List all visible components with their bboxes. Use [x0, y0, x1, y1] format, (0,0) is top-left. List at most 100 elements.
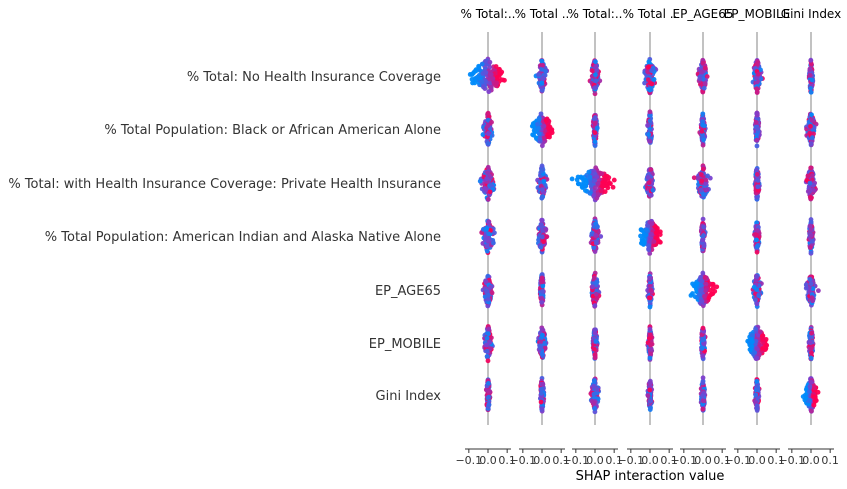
tick-label: −0.1	[670, 454, 697, 467]
data-point	[484, 226, 489, 232]
data-point	[647, 113, 653, 119]
panel-0-5	[750, 58, 765, 95]
data-point	[479, 61, 485, 67]
x-axis-6: −0.10.0 0.1	[778, 448, 839, 467]
data-point	[700, 353, 705, 359]
data-point	[592, 139, 598, 145]
data-point	[484, 335, 490, 341]
data-point	[539, 234, 545, 240]
data-point	[485, 164, 491, 170]
x-axes: −0.10.0 0.1−0.10.0 0.1−0.10.0 0.1−0.10.0 0.1…	[455, 448, 839, 467]
data-point	[807, 194, 813, 200]
data-point	[497, 70, 503, 76]
data-point	[754, 355, 760, 361]
data-point	[538, 244, 544, 250]
data-point	[646, 132, 652, 137]
data-point	[754, 112, 760, 118]
data-point	[760, 336, 765, 342]
data-point	[593, 233, 599, 238]
data-point	[488, 284, 493, 290]
data-point	[492, 230, 497, 236]
data-point	[700, 142, 706, 148]
data-point	[700, 216, 706, 222]
data-point	[473, 68, 479, 74]
data-point	[811, 394, 816, 400]
column-title-6: Gini Index	[781, 7, 841, 21]
data-point	[699, 178, 705, 184]
data-point	[541, 123, 547, 129]
data-point	[538, 224, 544, 229]
tick-label: 0.0	[479, 454, 497, 467]
panel-2-4	[691, 163, 713, 200]
x-axis-label: SHAP interaction value	[576, 469, 725, 484]
data-point	[696, 292, 702, 298]
data-point	[487, 59, 493, 65]
data-point	[701, 243, 707, 249]
data-point	[809, 77, 815, 83]
data-point	[547, 132, 552, 138]
data-point	[539, 163, 545, 169]
panel-4-5	[750, 273, 764, 309]
data-point	[539, 66, 545, 72]
data-point	[587, 190, 593, 196]
data-point	[536, 72, 541, 78]
data-point	[487, 80, 493, 86]
data-point	[486, 89, 492, 95]
data-point	[539, 143, 545, 149]
data-point	[755, 184, 761, 190]
tick-label: 0.1	[821, 454, 839, 467]
data-point	[538, 111, 544, 117]
data-point	[549, 127, 555, 132]
row-label-3: % Total Population: American Indian and …	[45, 230, 441, 245]
data-point	[754, 137, 760, 143]
panel-3-2	[588, 216, 604, 254]
data-point	[808, 165, 814, 171]
data-point	[486, 402, 492, 407]
data-point	[541, 239, 546, 245]
data-point	[704, 74, 710, 79]
tick-label: −0.1	[509, 454, 536, 467]
data-point	[700, 406, 706, 412]
data-point	[493, 64, 499, 69]
data-point	[646, 180, 652, 186]
data-point	[611, 177, 617, 183]
data-point	[805, 173, 811, 179]
data-point	[540, 62, 546, 68]
panel-1-6	[804, 111, 819, 148]
panel-1-4	[697, 111, 708, 148]
column-title-4: EP_AGE65	[673, 7, 734, 21]
row-labels: % Total: No Health Insurance Coverage % …	[8, 70, 441, 404]
data-point	[486, 220, 492, 225]
data-point	[540, 288, 545, 294]
data-point	[703, 177, 709, 183]
row-label-0: % Total: No Health Insurance Coverage	[187, 70, 441, 85]
data-point	[700, 166, 706, 172]
data-point	[808, 85, 813, 91]
panel-2-2	[569, 165, 617, 203]
data-point	[697, 76, 703, 81]
data-point	[755, 228, 760, 233]
data-point	[592, 355, 598, 361]
tick-label: −0.1	[617, 454, 644, 467]
data-point	[486, 394, 492, 400]
data-point	[815, 288, 821, 294]
interaction-panels	[467, 32, 821, 425]
data-point	[809, 173, 815, 179]
data-point	[646, 247, 652, 253]
data-point	[806, 389, 812, 395]
panel-2-5	[752, 166, 762, 202]
data-point	[699, 172, 704, 177]
data-point	[755, 126, 761, 132]
data-point	[592, 346, 597, 352]
data-point	[467, 72, 473, 77]
data-point	[647, 398, 653, 404]
data-point	[755, 187, 761, 193]
data-point	[645, 175, 651, 180]
data-point	[754, 86, 760, 92]
data-point	[813, 398, 819, 403]
data-point	[541, 178, 547, 184]
data-point	[698, 187, 704, 193]
data-point	[648, 346, 654, 352]
data-point	[592, 406, 597, 411]
data-point	[486, 326, 492, 332]
